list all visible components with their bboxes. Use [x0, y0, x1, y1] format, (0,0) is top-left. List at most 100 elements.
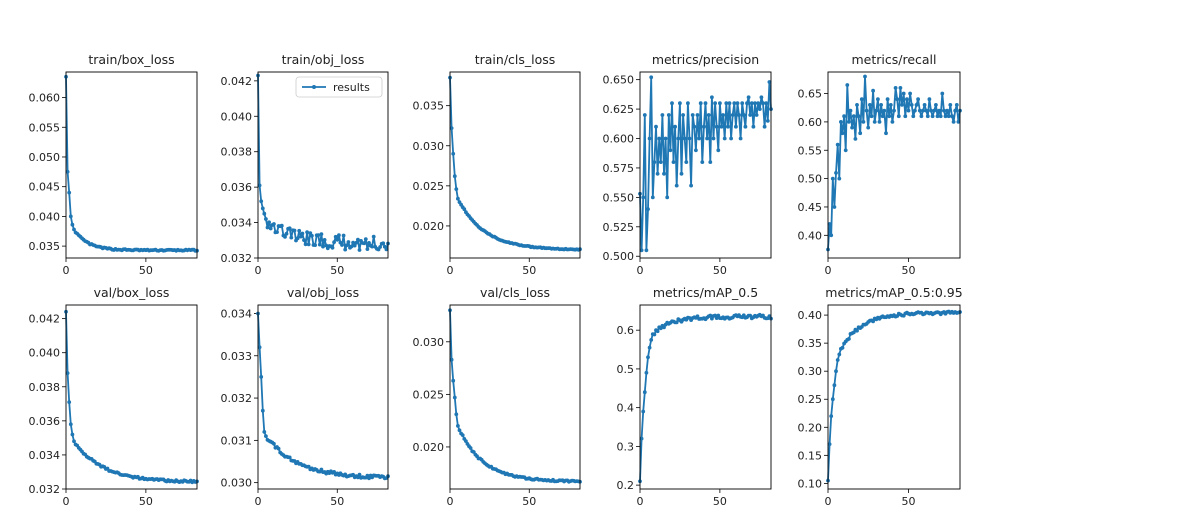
- axes-frame: [827, 71, 961, 259]
- data-point: [68, 214, 73, 219]
- y-tick-label: 0.042: [221, 75, 253, 88]
- data-point: [827, 442, 832, 446]
- data-point: [703, 101, 708, 106]
- data-point: [745, 101, 749, 106]
- x-tick-label: 50: [330, 495, 344, 508]
- data-point: [843, 148, 848, 153]
- data-point: [346, 240, 351, 244]
- series-line: [257, 313, 389, 480]
- y-tick-label: 0.020: [413, 441, 445, 454]
- y-tick-label: 0.040: [221, 110, 253, 123]
- y-tick-label: 0.025: [413, 180, 445, 193]
- data-point: [690, 113, 695, 117]
- data-point: [639, 436, 644, 441]
- data-point: [70, 222, 75, 227]
- data-point: [748, 113, 753, 117]
- panel-title: metrics/mAP_0.5:0.95: [825, 285, 962, 300]
- data-point: [695, 113, 700, 117]
- data-point: [856, 114, 861, 119]
- data-point: [692, 124, 697, 129]
- data-point: [351, 240, 355, 245]
- data-point: [839, 120, 843, 124]
- data-point: [652, 332, 657, 337]
- data-point: [866, 125, 871, 130]
- y-tick-label: 0.031: [221, 434, 253, 447]
- y-tick-label: 0.525: [603, 221, 635, 234]
- data-point: [917, 108, 922, 113]
- data-point: [879, 103, 883, 107]
- data-point: [303, 242, 308, 247]
- axes-frame: [65, 71, 198, 259]
- data-point: [381, 241, 386, 246]
- data-point: [452, 174, 457, 179]
- data-point: [257, 183, 262, 188]
- data-point: [456, 424, 460, 428]
- y-tick-label: 0.034: [29, 449, 61, 462]
- data-point: [306, 242, 311, 247]
- panel-metrics-map-0-5: metrics/mAP_0.5 0.2 0.3 0.4 0.5 0.6 0 50: [617, 285, 773, 508]
- y-tick-label: 0.060: [29, 92, 61, 105]
- y-tick-label: 0.040: [29, 347, 61, 360]
- axes-frame: [257, 71, 389, 259]
- data-point: [850, 125, 854, 130]
- data-point: [898, 86, 903, 90]
- data-point: [454, 412, 459, 417]
- data-point: [662, 325, 666, 330]
- y-tick-label: 0.034: [221, 217, 253, 230]
- data-point: [885, 97, 890, 102]
- y-tick-label: 0.045: [29, 181, 61, 194]
- data-point: [700, 160, 705, 165]
- data-point: [451, 378, 456, 383]
- data-point: [953, 108, 958, 113]
- panel-title: train/cls_loss: [475, 52, 556, 67]
- axes-frame: [449, 304, 581, 490]
- data-point: [914, 103, 919, 107]
- data-point: [922, 103, 927, 107]
- data-point: [332, 240, 336, 245]
- data-point: [681, 113, 685, 117]
- y-tick-label: 0.020: [413, 220, 445, 233]
- data-point: [722, 136, 727, 141]
- data-point: [869, 114, 874, 119]
- data-point: [340, 243, 344, 247]
- data-point: [370, 244, 374, 249]
- data-point: [942, 108, 946, 113]
- data-point: [847, 120, 851, 124]
- data-point: [698, 101, 703, 106]
- data-point: [267, 220, 271, 225]
- y-tick-label: 0.032: [221, 392, 253, 405]
- data-point: [737, 113, 741, 117]
- data-point: [356, 237, 360, 242]
- x-tick-label: 50: [522, 495, 536, 508]
- x-tick-label: 50: [901, 495, 915, 508]
- data-point: [275, 230, 279, 235]
- x-tick-label: 50: [139, 264, 153, 277]
- data-point: [903, 114, 908, 119]
- data-point: [853, 137, 858, 141]
- data-point: [741, 113, 746, 117]
- data-point: [449, 126, 454, 130]
- data-point: [909, 103, 914, 107]
- panel-title: train/box_loss: [88, 52, 174, 67]
- data-point: [925, 114, 930, 119]
- y-tick-label: 0.575: [603, 162, 635, 175]
- y-tick-label: 0.2: [617, 479, 635, 492]
- data-point: [264, 217, 268, 221]
- data-point: [835, 142, 840, 147]
- panel-train-cls-loss: train/cls_loss 0.020 0.025 0.030 0.035 0 50: [413, 52, 582, 277]
- data-point: [705, 136, 709, 141]
- data-point: [711, 136, 716, 141]
- axes-frame: [449, 71, 581, 259]
- data-point: [734, 124, 738, 129]
- data-point: [842, 114, 846, 119]
- data-point: [951, 120, 956, 124]
- data-point: [943, 114, 948, 119]
- data-point: [938, 114, 943, 119]
- y-tick-label: 0.025: [413, 388, 445, 401]
- data-point: [665, 195, 670, 200]
- data-point: [935, 114, 940, 119]
- data-point: [321, 244, 325, 249]
- data-point: [948, 103, 953, 107]
- data-point: [921, 108, 925, 113]
- data-point: [708, 160, 713, 165]
